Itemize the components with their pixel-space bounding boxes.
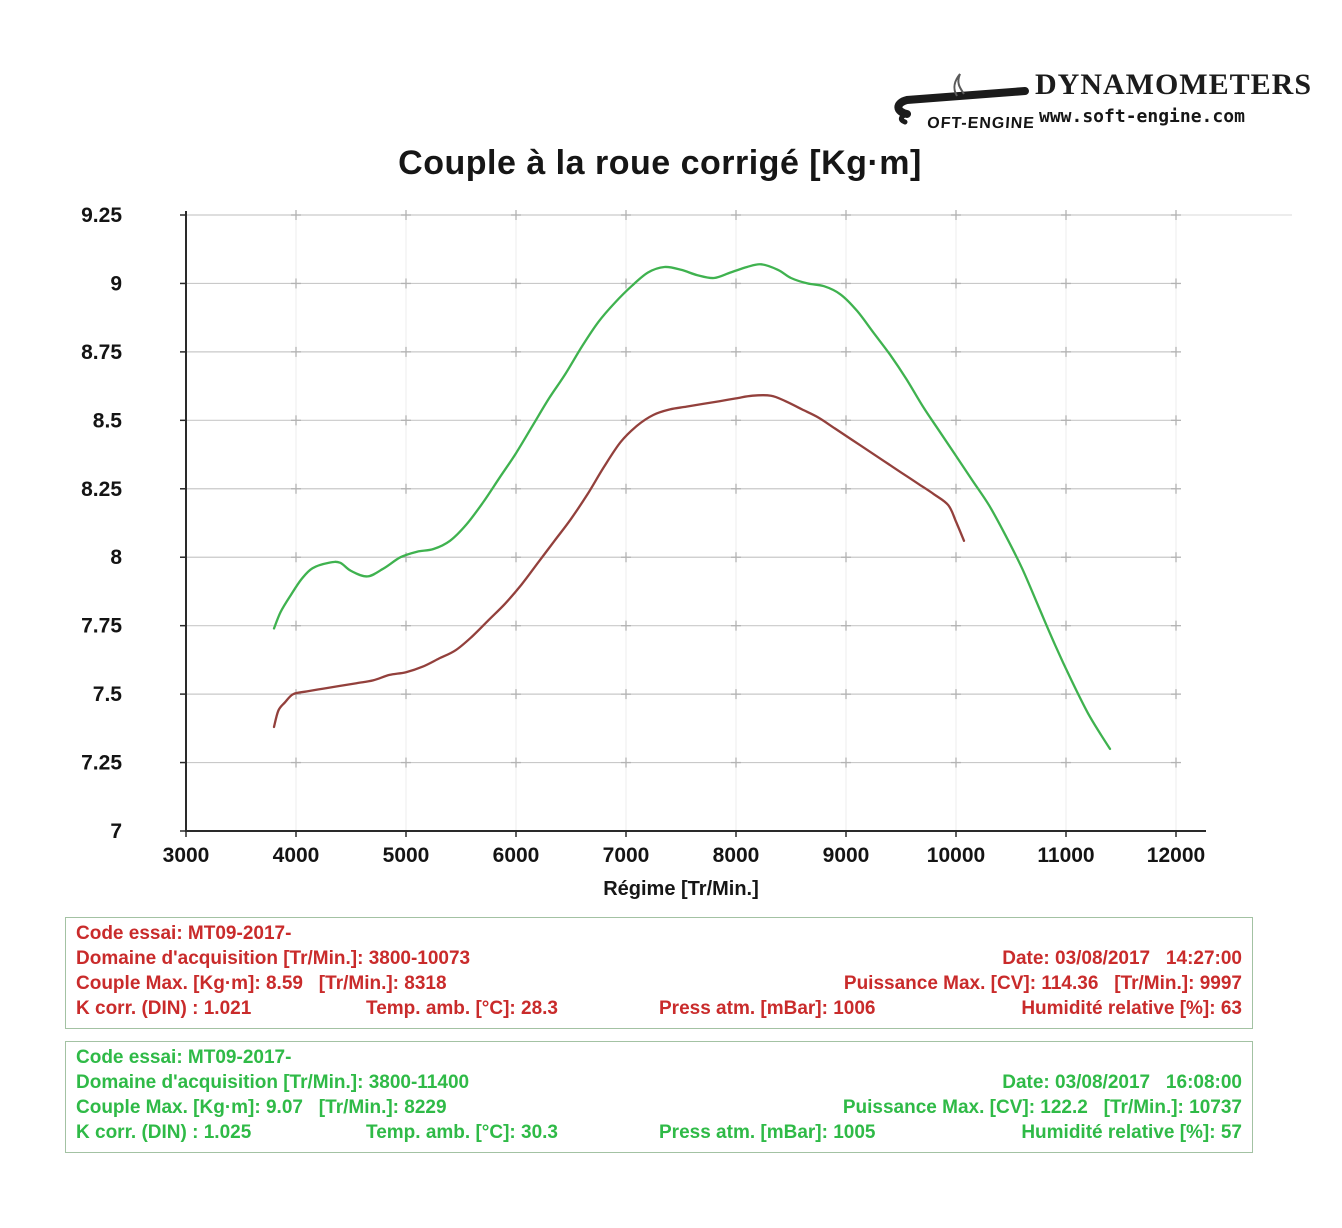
svg-text:8000: 8000	[713, 844, 760, 867]
svg-text:7: 7	[110, 820, 122, 843]
svg-text:7.25: 7.25	[81, 752, 122, 775]
k-corr: K corr. (DIN) : 1.021	[76, 998, 252, 1019]
svg-text:7.75: 7.75	[81, 615, 122, 638]
svg-text:8.5: 8.5	[93, 409, 123, 432]
puissance-max: Puissance Max. [CV]: 122.2 [Tr/Min.]: 10…	[842, 1097, 1242, 1118]
brand-url: www.soft-engine.com	[1039, 106, 1245, 127]
soft-engine-swoosh-icon: OFT-ENGINE	[894, 73, 1035, 132]
date: Date: 03/08/2017 14:27:00	[1002, 948, 1242, 969]
svg-text:9.25: 9.25	[81, 204, 122, 227]
temp-amb: Temp. amb. [°C]: 30.3	[366, 1122, 559, 1143]
svg-text:8.25: 8.25	[81, 478, 122, 501]
svg-text:7.5: 7.5	[93, 683, 123, 706]
brand-name: DYNAMOMETERS	[1035, 68, 1313, 101]
couple-max: Couple Max. [Kg·m]: 8.59 [Tr/Min.]: 8318	[76, 973, 447, 994]
info-row: Couple Max. [Kg·m]: 8.59 [Tr/Min.]: 8318…	[66, 973, 1252, 998]
code-essai: Code essai: MT09-2017-	[76, 1047, 292, 1068]
info-row: Code essai: MT09-2017-	[66, 1047, 1252, 1072]
brand-logo: OFT-ENGINE DYNAMOMETERS www.soft-engine.…	[893, 60, 1313, 140]
svg-text:7000: 7000	[603, 844, 650, 867]
couple-max: Couple Max. [Kg·m]: 9.07 [Tr/Min.]: 8229	[76, 1097, 447, 1118]
info-row: Domaine d'acquisition [Tr/Min.]: 3800-11…	[66, 1072, 1252, 1097]
humidite: Humidité relative [%]: 57	[1021, 1122, 1242, 1143]
svg-text:12000: 12000	[1147, 844, 1205, 867]
svg-text:4000: 4000	[273, 844, 320, 867]
domaine-acquisition: Domaine d'acquisition [Tr/Min.]: 3800-10…	[76, 948, 471, 969]
axes	[180, 211, 1206, 837]
svg-text:8: 8	[110, 546, 122, 569]
k-corr: K corr. (DIN) : 1.025	[76, 1122, 252, 1143]
info-row: K corr. (DIN) : 1.025 Temp. amb. [°C]: 3…	[66, 1122, 1252, 1147]
curve-red	[272, 394, 966, 729]
svg-text:5000: 5000	[383, 844, 430, 867]
svg-text:9: 9	[110, 272, 122, 295]
chart-title: Couple à la roue corrigé [Kg·m]	[398, 144, 922, 182]
gridlines	[186, 210, 1292, 831]
svg-text:8.75: 8.75	[81, 341, 122, 364]
code-essai: Code essai: MT09-2017-	[76, 923, 292, 944]
info-row: Couple Max. [Kg·m]: 9.07 [Tr/Min.]: 8229…	[66, 1097, 1252, 1122]
x-axis-label: Régime [Tr/Min.]	[603, 878, 759, 900]
brand-script-text: OFT-ENGINE	[927, 115, 1035, 132]
date: Date: 03/08/2017 16:08:00	[1002, 1072, 1242, 1093]
curve-green	[272, 263, 1112, 751]
svg-text:10000: 10000	[927, 844, 985, 867]
run-info-box-green: Code essai: MT09-2017- Domaine d'acquisi…	[65, 1041, 1253, 1153]
svg-text:9000: 9000	[823, 844, 870, 867]
puissance-max: Puissance Max. [CV]: 114.36 [Tr/Min.]: 9…	[843, 973, 1242, 994]
info-row: Code essai: MT09-2017-	[66, 923, 1252, 948]
run-info-box-red: Code essai: MT09-2017- Domaine d'acquisi…	[65, 917, 1253, 1029]
temp-amb: Temp. amb. [°C]: 28.3	[366, 998, 559, 1019]
svg-text:11000: 11000	[1037, 844, 1094, 867]
svg-text:6000: 6000	[493, 844, 540, 867]
info-row: Domaine d'acquisition [Tr/Min.]: 3800-10…	[66, 948, 1252, 973]
press-atm: Press atm. [mBar]: 1005	[659, 1122, 876, 1143]
domaine-acquisition: Domaine d'acquisition [Tr/Min.]: 3800-11…	[76, 1072, 470, 1093]
humidite: Humidité relative [%]: 63	[1021, 998, 1242, 1019]
x-axis-tick-labels: 3000 4000 5000 6000 7000 8000 9000 10000 11000 12…	[163, 844, 1206, 867]
y-axis-tick-labels: 7 7.25 7.5 7.75 8 8.25 8.5 8.75 9 9.25	[81, 204, 122, 843]
svg-text:3000: 3000	[163, 844, 210, 867]
press-atm: Press atm. [mBar]: 1006	[659, 998, 876, 1019]
info-row: K corr. (DIN) : 1.021 Temp. amb. [°C]: 2…	[66, 998, 1252, 1023]
